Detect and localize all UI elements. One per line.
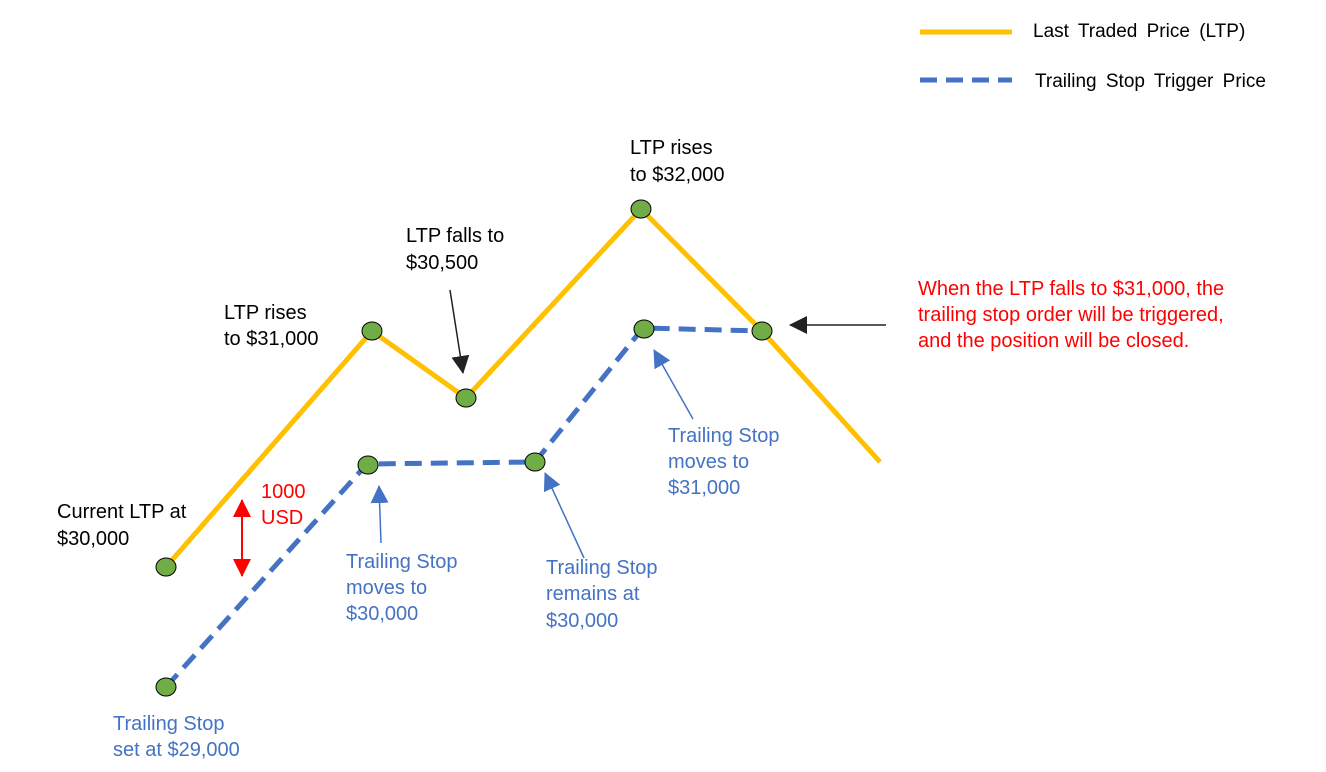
ltp-points [155, 199, 773, 577]
arrow-ts-remains-30000 [543, 472, 585, 559]
trailing-point [633, 319, 655, 339]
ltp-point [155, 557, 177, 577]
arrow-ts-moves-30000 [370, 485, 389, 544]
arrow-ts-moves-31000 [653, 349, 694, 420]
ltp-falls-30500-label: LTP falls to $30,500 [406, 225, 510, 274]
trailing-point [155, 677, 177, 697]
trailing-stop-points [155, 319, 655, 697]
ltp-point [630, 199, 652, 219]
ltp-rises-32000-label: LTP rises to $32,000 [630, 137, 725, 186]
legend-ltp-label: Last Traded Price (LTP) [1033, 21, 1245, 42]
ts-remains-30000-label: Trailing Stop remains at $30,000 [546, 557, 663, 632]
arrow-ltp-falls [449, 289, 470, 374]
trigger-point [751, 321, 773, 341]
ltp-point [455, 388, 477, 408]
current-ltp-label: Current LTP at $30,000 [57, 501, 192, 550]
ltp-point [361, 321, 383, 341]
ts-moves-30000-label: Trailing Stop moves to $30,000 [346, 551, 463, 625]
trigger-note: When the LTP falls to $31,000, the trail… [918, 278, 1230, 352]
legend: Last Traded Price (LTP) Trailing Stop Tr… [920, 21, 1266, 92]
legend-trailing-label: Trailing Stop Trigger Price [1035, 71, 1266, 92]
gap-label: 1000 USD [261, 481, 311, 529]
ltp-line [164, 205, 882, 569]
trailing-point [524, 452, 546, 472]
ltp-rises-31000-label: LTP rises to $31,000 [224, 302, 319, 350]
ts-set-label: Trailing Stop set at $29,000 [113, 713, 240, 761]
trailing-point [357, 455, 379, 475]
ts-moves-31000-label: Trailing Stop moves to $31,000 [668, 425, 785, 499]
